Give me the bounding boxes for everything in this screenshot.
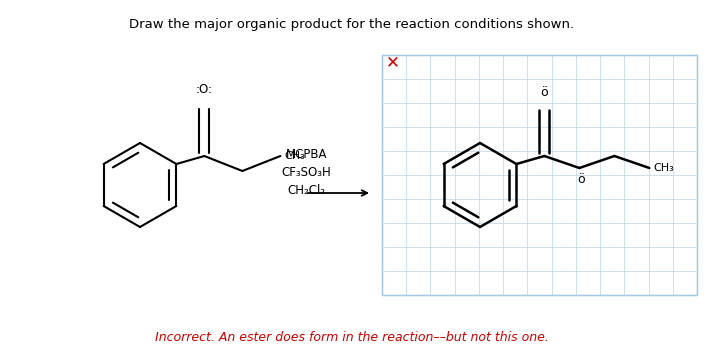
Text: Incorrect. An ester does form in the reaction––but not this one.: Incorrect. An ester does form in the rea… [155,331,549,344]
Text: CH₃: CH₃ [653,163,674,173]
Text: Draw the major organic product for the reaction conditions shown.: Draw the major organic product for the r… [130,18,574,31]
Bar [382,55,697,295]
Text: CH₃: CH₃ [284,151,305,161]
Text: CH₂Cl₂: CH₂Cl₂ [287,184,325,197]
Text: ✕: ✕ [386,53,400,71]
Text: ö: ö [577,173,585,186]
Text: MCPBA: MCPBA [286,149,327,162]
Text: CF₃SO₃H: CF₃SO₃H [282,166,331,180]
Text: :O:: :O: [196,83,213,96]
Text: ö: ö [541,86,548,99]
